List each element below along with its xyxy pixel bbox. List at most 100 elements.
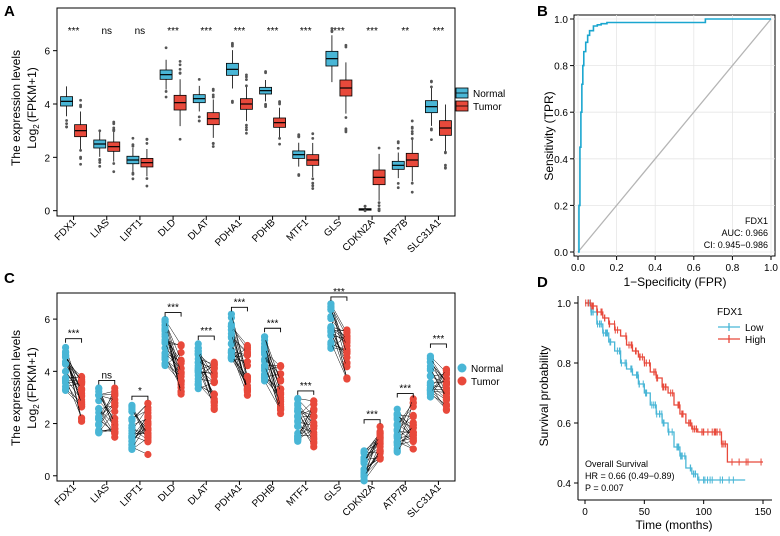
a-outlier bbox=[98, 129, 102, 133]
a-outlier bbox=[377, 146, 381, 150]
c-dot-normal bbox=[227, 322, 236, 331]
c-pair-line bbox=[363, 451, 381, 473]
panel-label-c: C bbox=[4, 270, 15, 287]
c-dot-normal bbox=[161, 325, 169, 333]
a-outlier bbox=[178, 59, 182, 63]
c-dot-normal bbox=[194, 375, 202, 383]
c-pair-line bbox=[198, 351, 215, 400]
c-dot-tumor bbox=[376, 432, 384, 440]
panel-a-boxplot: The expression levels Log2(FPKM+1) 0246 … bbox=[9, 7, 505, 255]
d-ytick-label: 0.6 bbox=[557, 419, 571, 430]
c-pair-line bbox=[264, 336, 281, 382]
c-xtick-label: PDHA1 bbox=[213, 482, 245, 514]
c-dot-tumor bbox=[177, 358, 185, 366]
c-pair-line bbox=[198, 350, 215, 377]
c-dot-tumor bbox=[276, 406, 285, 414]
a-significance-label: ** bbox=[401, 26, 409, 37]
a-outlier bbox=[344, 116, 348, 119]
c-dot-normal bbox=[194, 347, 202, 355]
c-sig-bracket bbox=[429, 343, 447, 348]
a-significance-label: *** bbox=[433, 26, 445, 37]
c-dot-normal bbox=[294, 411, 302, 420]
a-outlier bbox=[65, 125, 68, 129]
panel-d-ylabel: Survival probability bbox=[537, 346, 551, 447]
b-ytick-label: 0.4 bbox=[554, 155, 568, 166]
a-outlier bbox=[264, 103, 267, 107]
c-dot-tumor bbox=[111, 407, 119, 416]
c-dot-normal bbox=[61, 352, 70, 360]
c-dot-normal bbox=[393, 421, 401, 429]
a-ytick-label: 2 bbox=[44, 153, 50, 164]
d-xtick-label: 150 bbox=[755, 507, 772, 518]
c-xtick-label: FDX1 bbox=[53, 482, 79, 508]
c-dot-tumor bbox=[210, 360, 218, 368]
c-dot-normal bbox=[294, 394, 302, 403]
c-xtick-label: PDHB bbox=[250, 482, 278, 510]
c-dot-tumor bbox=[144, 438, 152, 446]
c-xtick-label: DLAT bbox=[186, 482, 211, 507]
a-outlier bbox=[245, 131, 248, 135]
a-outlier bbox=[211, 141, 215, 145]
a-xtick-label: GLS bbox=[322, 217, 344, 239]
a-significance-label: *** bbox=[68, 26, 80, 37]
a-outlier bbox=[396, 146, 400, 150]
c-dot-tumor bbox=[343, 328, 351, 336]
c-dot-normal bbox=[393, 405, 401, 413]
b-ytick-label: 0.6 bbox=[554, 108, 568, 119]
c-pair-line bbox=[65, 363, 82, 389]
c-pair-line bbox=[430, 368, 447, 397]
a-significance-label: *** bbox=[300, 26, 312, 37]
c-dot-normal bbox=[161, 360, 169, 368]
c-dot-tumor bbox=[77, 384, 86, 393]
c-sig-bracket bbox=[164, 312, 182, 317]
c-dot-normal bbox=[95, 397, 103, 405]
c-sig-bracket bbox=[363, 419, 381, 424]
c-dot-normal bbox=[327, 315, 335, 323]
roc-reference-diagonal bbox=[577, 18, 772, 253]
panel-label-d: D bbox=[537, 274, 548, 291]
a-outlier bbox=[112, 120, 116, 124]
a-ytick-label: 6 bbox=[44, 47, 50, 58]
panel-d-survival: 0 50 100 150 0.4 0.6 0.8 1.0 Survival probabili… bbox=[537, 296, 772, 532]
c-dot-normal bbox=[227, 340, 236, 348]
c-sig-bracket bbox=[197, 335, 215, 341]
a-xtick-label: MTF1 bbox=[285, 217, 312, 244]
a-outlier bbox=[131, 136, 135, 140]
a-significance-label: *** bbox=[200, 26, 212, 37]
c-dot-tumor bbox=[343, 374, 351, 382]
c-pair-line bbox=[65, 364, 82, 390]
c-xtick-label: ATP7B bbox=[381, 482, 411, 512]
roc-gene-label: FDX1 bbox=[745, 216, 768, 226]
a-outlier bbox=[396, 186, 400, 190]
a-xtick-label: LIPT1 bbox=[118, 217, 145, 244]
km-annotation-hr: HR = 0.66 (0.49−0.89) bbox=[585, 471, 675, 481]
a-xtick-label: SLC31A1 bbox=[405, 217, 443, 255]
panel-a-ylabel-line2: Log2(FPKM+1) bbox=[25, 67, 41, 149]
c-pair-line bbox=[330, 330, 348, 379]
c-xtick-label: GLS bbox=[322, 482, 344, 504]
a-outlier bbox=[178, 71, 182, 75]
c-significance-label: *** bbox=[366, 410, 378, 421]
c-dot-normal bbox=[327, 338, 335, 346]
c-significance-label: *** bbox=[200, 326, 212, 337]
a-outlier bbox=[178, 67, 182, 71]
a-outlier bbox=[377, 204, 381, 208]
c-sig-bracket bbox=[230, 306, 248, 312]
km-legend-high-label: High bbox=[745, 335, 766, 346]
a-outlier bbox=[311, 187, 315, 190]
c-significance-label: * bbox=[138, 386, 142, 397]
c-dot-normal bbox=[61, 385, 70, 393]
c-dot-tumor bbox=[77, 391, 86, 399]
c-dot-normal bbox=[393, 448, 401, 456]
c-dot-normal bbox=[227, 330, 236, 338]
a-outlier bbox=[344, 45, 348, 49]
a-outlier bbox=[197, 77, 201, 81]
c-xtick-label: DLD bbox=[156, 482, 178, 504]
c-dot-tumor bbox=[310, 422, 318, 430]
c-dot-tumor bbox=[343, 349, 351, 357]
c-dot-tumor bbox=[276, 389, 285, 397]
c-pair-line bbox=[131, 403, 149, 420]
legend-c-tumor-label: Tumor bbox=[471, 377, 500, 388]
c-ytick-label: 0 bbox=[44, 472, 50, 483]
a-outlier bbox=[245, 128, 248, 132]
